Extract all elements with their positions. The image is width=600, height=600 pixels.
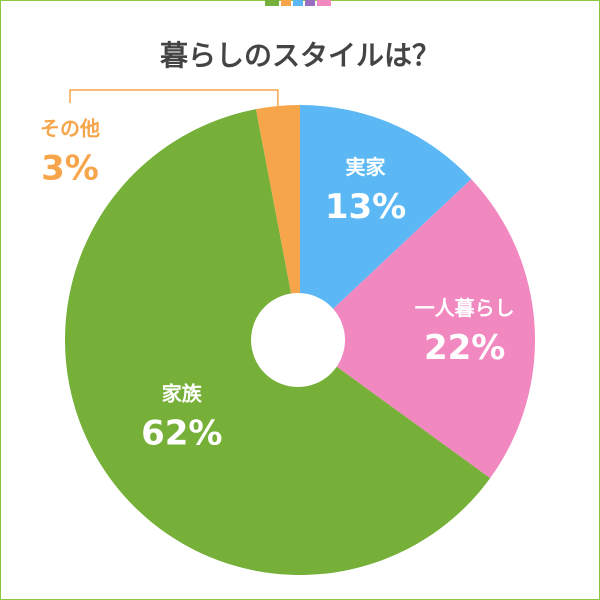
slice-value-label: 22% xyxy=(424,328,505,368)
slice-value-label: 62% xyxy=(141,414,222,454)
top-decoration xyxy=(265,0,331,6)
slice-category: その他 xyxy=(40,117,100,141)
slice-value-label: 3% xyxy=(41,149,99,189)
pie-hole xyxy=(251,293,345,387)
slice-category: 家族 xyxy=(162,382,203,406)
pie-slice xyxy=(255,105,300,340)
pie-slice xyxy=(300,105,472,340)
chart-title: 暮らしのスタイルは？ xyxy=(160,39,440,72)
slice-value-label: 13% xyxy=(325,187,406,227)
pie-slice xyxy=(300,179,535,479)
slice-category: 実家 xyxy=(346,155,387,179)
leader-line xyxy=(69,89,279,106)
slice-category: 一人暮らし xyxy=(415,296,515,320)
